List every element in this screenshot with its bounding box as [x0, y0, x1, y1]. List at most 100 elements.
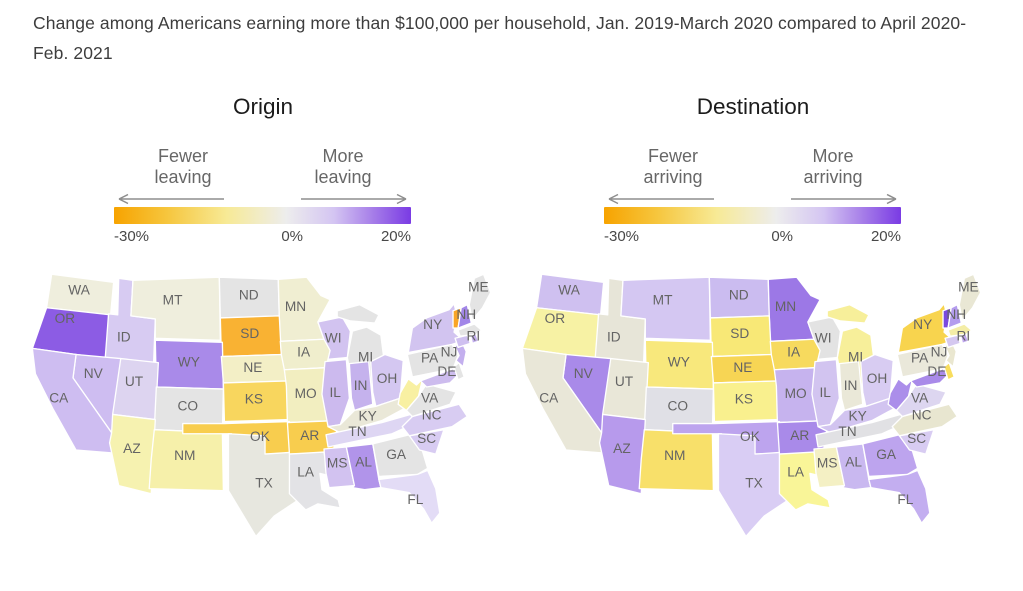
tick-max: 20% [870, 228, 901, 245]
state-label-AZ: AZ [613, 441, 631, 456]
state-label-NH: NH [456, 307, 476, 322]
destination-legend-labels: Fewer arriving More arriving [604, 146, 901, 190]
state-label-WA: WA [558, 283, 580, 298]
state-label-TN: TN [348, 424, 366, 439]
tick-min: -30% [604, 228, 640, 245]
state-label-NE: NE [243, 360, 262, 375]
state-label-IL: IL [329, 385, 341, 400]
state-label-OK: OK [740, 429, 760, 444]
state-label-NJ: NJ [931, 345, 948, 360]
state-label-MN: MN [775, 299, 796, 314]
state-label-ID: ID [607, 329, 621, 344]
state-UT [601, 357, 650, 421]
state-MD [909, 368, 949, 388]
legend-ticks: -30% 0% 20% [604, 228, 901, 248]
destination-map: WA OR ID MT ND MN WI MI SD WY NE IA NV UT CA CO KS MO AZ NM… [521, 273, 982, 538]
state-IN [838, 360, 864, 412]
legend-high-label: More leaving [314, 146, 372, 187]
legend-low-label: Fewer leaving [154, 146, 212, 187]
state-label-MN: MN [285, 299, 306, 314]
state-DE [453, 361, 465, 381]
state-label-NV: NV [574, 366, 594, 381]
state-label-OH: OH [867, 371, 888, 386]
state-NH [947, 304, 962, 329]
destination-heading: Destination [696, 94, 810, 119]
origin-legend: Fewer leaving More leaving -30% 0% 20% [114, 146, 411, 248]
state-label-AL: AL [845, 454, 862, 469]
state-label-PA: PA [911, 351, 929, 366]
destination-legend: Fewer arriving More arriving -30% 0% 20% [604, 146, 901, 248]
state-label-RI: RI [956, 328, 970, 343]
state-label-CO: CO [668, 398, 689, 413]
state-label-LA: LA [297, 464, 315, 479]
state-label-NC: NC [422, 408, 442, 423]
state-label-RI: RI [466, 328, 480, 343]
state-label-NM: NM [664, 448, 685, 463]
legend-ticks: -30% 0% 20% [114, 228, 411, 248]
state-label-PA: PA [421, 351, 439, 366]
state-label-CA: CA [49, 390, 69, 405]
state-label-TX: TX [745, 476, 763, 491]
state-label-GA: GA [876, 447, 897, 462]
state-label-OK: OK [250, 429, 270, 444]
state-label-MS: MS [327, 455, 348, 470]
state-FL [868, 469, 931, 524]
state-WV [887, 378, 914, 412]
state-label-WY: WY [668, 355, 690, 370]
state-label-SD: SD [240, 326, 259, 341]
state-label-NJ: NJ [441, 345, 458, 360]
tick-zero: 0% [281, 228, 304, 245]
state-label-NV: NV [84, 366, 104, 381]
state-label-NC: NC [912, 408, 932, 423]
state-label-DE: DE [437, 364, 456, 379]
state-label-GA: GA [386, 447, 407, 462]
state-label-VA: VA [911, 390, 929, 405]
state-label-SD: SD [730, 326, 749, 341]
state-label-TN: TN [838, 424, 856, 439]
state-MS [323, 446, 356, 489]
state-label-MT: MT [653, 293, 673, 308]
state-label-SC: SC [907, 431, 926, 446]
legend-high-label: More arriving [803, 146, 863, 187]
state-label-MO: MO [785, 386, 807, 401]
state-label-NM: NM [174, 448, 195, 463]
state-label-MS: MS [817, 455, 838, 470]
state-label-MI: MI [848, 350, 863, 365]
state-label-LA: LA [787, 464, 805, 479]
state-label-OR: OR [55, 311, 76, 326]
state-label-OR: OR [545, 311, 566, 326]
state-label-ND: ND [239, 288, 259, 303]
destination-panel: Destination Fewer arriving More arriving… [508, 88, 998, 588]
state-label-WI: WI [325, 330, 342, 345]
state-label-WY: WY [178, 355, 200, 370]
state-TX [227, 433, 300, 538]
legend-arrow-icons [118, 193, 407, 205]
state-label-UT: UT [125, 374, 144, 389]
state-label-DE: DE [927, 364, 946, 379]
legend-gradient-bar [604, 207, 901, 224]
state-SC [898, 429, 935, 455]
state-label-KS: KS [735, 391, 753, 406]
state-label-MT: MT [163, 293, 183, 308]
state-label-IA: IA [787, 345, 801, 360]
tick-zero: 0% [771, 228, 794, 245]
state-label-AR: AR [790, 428, 809, 443]
origin-legend-labels: Fewer leaving More leaving [114, 146, 411, 190]
state-AZ [108, 413, 156, 495]
state-label-ME: ME [468, 280, 489, 295]
state-label-ID: ID [117, 329, 131, 344]
state-label-IN: IN [354, 378, 368, 393]
state-label-NY: NY [423, 317, 442, 332]
state-label-WA: WA [68, 283, 90, 298]
state-NH [457, 304, 472, 329]
state-FL [378, 469, 441, 524]
state-label-FL: FL [897, 492, 913, 507]
state-label-AZ: AZ [123, 441, 141, 456]
state-label-NE: NE [733, 360, 752, 375]
origin-heading: Origin [232, 94, 294, 119]
legend-gradient-bar [114, 207, 411, 224]
state-MA [457, 323, 483, 337]
state-label-AL: AL [355, 454, 372, 469]
tick-max: 20% [380, 228, 411, 245]
